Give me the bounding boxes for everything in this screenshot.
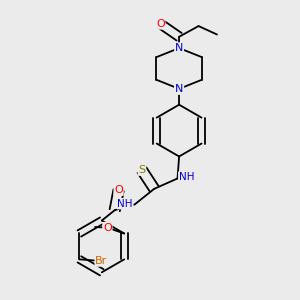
Text: S: S — [138, 165, 146, 175]
Text: Br: Br — [95, 256, 107, 266]
Text: O: O — [103, 223, 112, 233]
Text: NH: NH — [117, 199, 133, 209]
Text: NH: NH — [179, 172, 194, 182]
Text: N: N — [175, 84, 183, 94]
Text: O: O — [114, 185, 123, 195]
Text: O: O — [156, 19, 165, 29]
Text: N: N — [175, 84, 183, 94]
Text: N: N — [175, 43, 183, 53]
